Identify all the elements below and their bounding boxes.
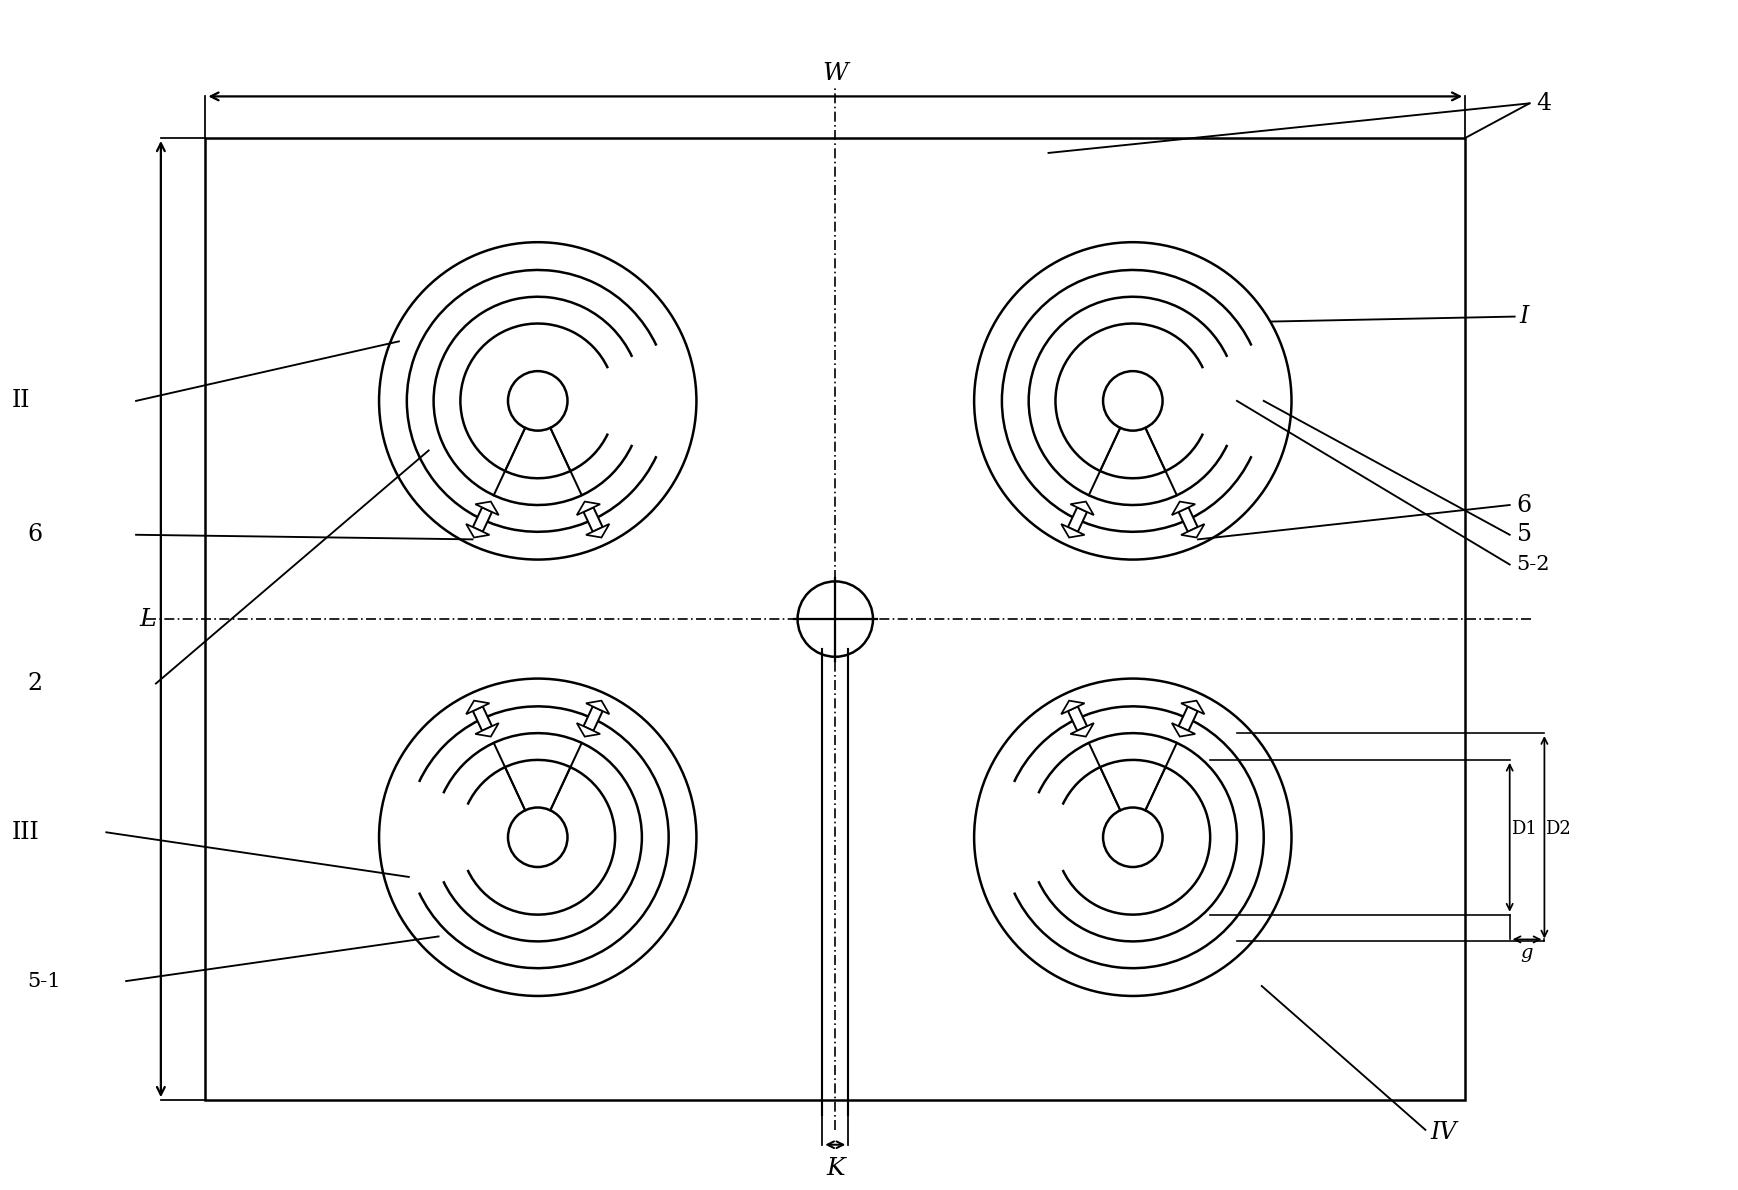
Polygon shape (1067, 707, 1086, 731)
Text: W: W (822, 62, 848, 84)
Polygon shape (1062, 701, 1085, 714)
Polygon shape (1171, 724, 1196, 737)
Polygon shape (474, 501, 499, 515)
Text: 4: 4 (1536, 92, 1552, 115)
Text: D1: D1 (1510, 820, 1536, 838)
Polygon shape (473, 707, 492, 731)
Text: 6: 6 (28, 524, 42, 546)
Polygon shape (1182, 701, 1204, 714)
Polygon shape (474, 724, 499, 737)
Text: 5-1: 5-1 (28, 971, 61, 990)
Polygon shape (577, 724, 600, 737)
Text: 6: 6 (1517, 494, 1531, 516)
Polygon shape (1182, 524, 1204, 538)
Polygon shape (1071, 724, 1093, 737)
Polygon shape (577, 501, 600, 515)
Text: g: g (1521, 945, 1533, 963)
Text: II: II (12, 389, 31, 413)
Text: L: L (139, 608, 156, 631)
Text: 5-2: 5-2 (1517, 555, 1550, 574)
Polygon shape (473, 507, 492, 532)
Polygon shape (466, 524, 490, 538)
Polygon shape (586, 524, 610, 538)
Polygon shape (466, 701, 490, 714)
Text: 2: 2 (28, 672, 42, 695)
Polygon shape (584, 707, 603, 731)
Text: D2: D2 (1545, 820, 1571, 838)
Polygon shape (1178, 707, 1197, 731)
Text: K: K (826, 1157, 845, 1179)
Polygon shape (584, 507, 603, 532)
Polygon shape (586, 701, 610, 714)
Polygon shape (1178, 507, 1197, 532)
Polygon shape (1071, 501, 1093, 515)
Polygon shape (1062, 524, 1085, 538)
Text: 5: 5 (1517, 524, 1531, 546)
Text: III: III (12, 821, 40, 844)
Polygon shape (1171, 501, 1196, 515)
Text: I: I (1519, 305, 1529, 328)
Polygon shape (1067, 507, 1086, 532)
Text: IV: IV (1430, 1121, 1456, 1145)
